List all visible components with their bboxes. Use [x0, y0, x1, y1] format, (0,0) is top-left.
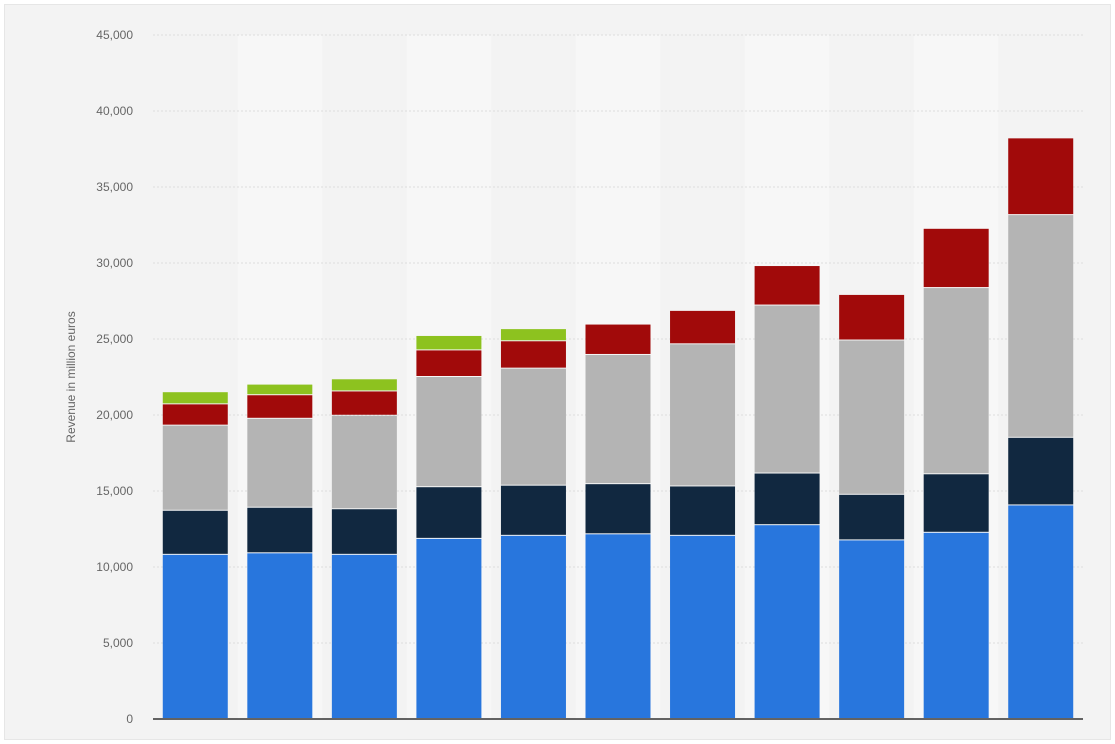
bar-segment: [247, 553, 313, 718]
bar-segment: [500, 485, 566, 535]
bar-segment: [923, 532, 989, 718]
bar-segment: [331, 554, 397, 718]
y-tick-label: 35,000: [96, 180, 133, 194]
bar-segment: [839, 540, 905, 718]
bar-segment: [331, 509, 397, 554]
bar-segment: [923, 474, 989, 532]
bar-segment: [754, 473, 820, 525]
y-tick-label: 30,000: [96, 256, 133, 270]
bar-segment: [585, 354, 651, 484]
bar-segment: [500, 341, 566, 368]
bar-segment: [754, 266, 820, 305]
bar-segment: [416, 538, 482, 718]
bar-segment: [247, 507, 313, 553]
y-tick-label: 10,000: [96, 560, 133, 574]
y-tick-label: 45,000: [96, 28, 133, 42]
bar-segment: [754, 305, 820, 473]
bar-segment: [331, 391, 397, 415]
bar-segment: [923, 288, 989, 474]
bar-segment: [416, 377, 482, 487]
bar-segment: [500, 535, 566, 718]
bar-segment: [923, 228, 989, 288]
bar-segment: [754, 525, 820, 718]
bar-segment: [500, 329, 566, 341]
chart-frame: 0 5,000 10,000 15,000 20,000 25,000 30,000 35,0…: [4, 4, 1111, 740]
y-tick-label: 15,000: [96, 484, 133, 498]
bar-segment: [1008, 215, 1074, 437]
bar-segment: [839, 494, 905, 540]
bar-segment: [670, 486, 736, 535]
bar-segment: [585, 534, 651, 718]
bar-segment: [1008, 138, 1074, 215]
bar-segment: [162, 392, 228, 404]
y-axis-title: Revenue in million euros: [64, 311, 78, 442]
bar-segment: [162, 404, 228, 425]
bar-segment: [670, 310, 736, 344]
y-tick-label: 40,000: [96, 104, 133, 118]
bars: [162, 138, 1074, 718]
y-tick-label: 25,000: [96, 332, 133, 346]
bar-segment: [839, 340, 905, 494]
bar-segment: [416, 487, 482, 538]
bar-segment: [247, 418, 313, 507]
bar-segment: [839, 294, 905, 340]
bar-segment: [331, 379, 397, 391]
bar-segment: [670, 344, 736, 486]
y-axis-ticks: 0 5,000 10,000 15,000 20,000 25,000 30,000 35,0…: [96, 28, 133, 726]
bar-segment: [585, 324, 651, 354]
bar-segment: [1008, 505, 1074, 718]
bar-segment: [585, 484, 651, 534]
bar-segment: [500, 368, 566, 485]
y-tick-label: 5,000: [103, 636, 133, 650]
bar-segment: [247, 395, 313, 418]
bar-segment: [162, 510, 228, 554]
y-tick-label: 0: [126, 712, 133, 726]
bar-segment: [670, 535, 736, 718]
stacked-bar-chart: 0 5,000 10,000 15,000 20,000 25,000 30,000 35,0…: [64, 28, 1083, 726]
bar-segment: [416, 350, 482, 376]
bar-segment: [162, 554, 228, 718]
bar-segment: [331, 415, 397, 509]
bar-segment: [416, 335, 482, 350]
bar-segment: [162, 425, 228, 510]
bar-segment: [247, 384, 313, 395]
bar-segment: [1008, 437, 1074, 505]
y-tick-label: 20,000: [96, 408, 133, 422]
